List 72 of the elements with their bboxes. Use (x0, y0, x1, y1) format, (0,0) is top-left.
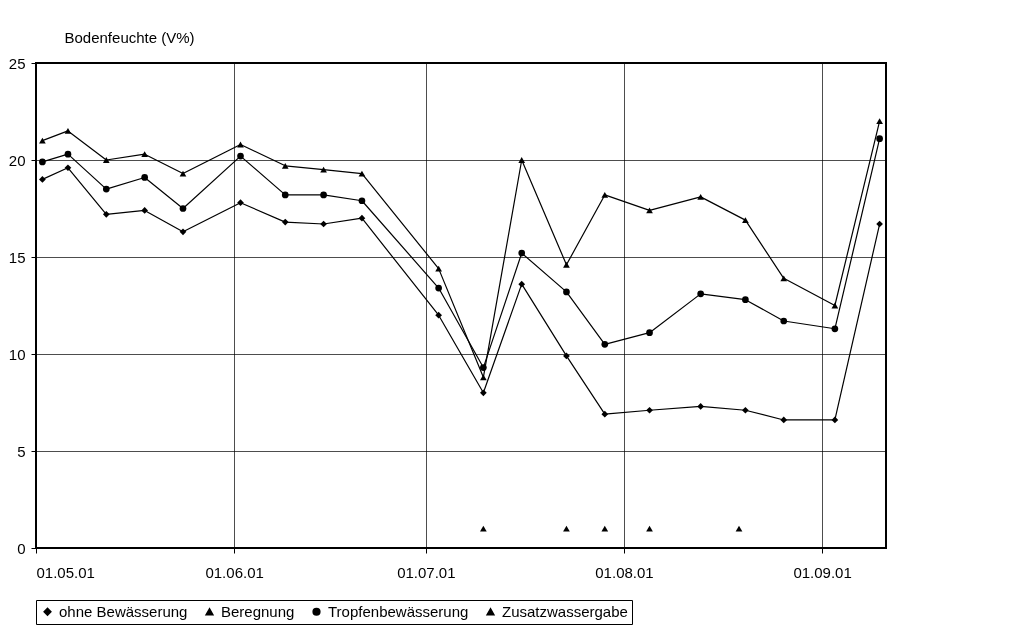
point (320, 166, 327, 173)
point (518, 280, 526, 288)
point (697, 290, 705, 298)
point (563, 525, 570, 532)
point (601, 525, 609, 532)
point (237, 199, 244, 207)
legend-label: Zusatzwassergabe (502, 602, 628, 620)
point (876, 135, 883, 143)
y-axis-title: Bodenfeuchte (V%) (64, 28, 195, 46)
point (563, 261, 570, 268)
y-tick-label: 5 (17, 442, 26, 460)
point (179, 228, 187, 236)
point (742, 406, 749, 414)
point (281, 162, 289, 169)
point (179, 205, 187, 212)
point (646, 406, 653, 414)
legend-label: ohne Bewässerung (59, 602, 188, 620)
point (435, 311, 442, 319)
y-tick-label: 20 (8, 151, 26, 169)
point (601, 192, 609, 198)
point (39, 158, 46, 166)
x-tick-label: 01.07.01 (397, 563, 456, 581)
point (281, 191, 289, 199)
point (480, 374, 487, 381)
x-tick-label: 01.08.01 (595, 563, 654, 581)
y-tick-label: 15 (8, 248, 26, 266)
point (435, 265, 442, 272)
point (141, 151, 148, 158)
point (735, 525, 743, 532)
point (102, 210, 110, 218)
point (742, 296, 749, 304)
point (237, 152, 244, 160)
point (281, 218, 289, 226)
point (320, 191, 327, 199)
point (480, 389, 487, 397)
point (102, 157, 110, 163)
x-tick-label: 01.06.01 (205, 563, 264, 581)
point (518, 249, 526, 257)
point (39, 176, 46, 183)
y-tick-label: 25 (8, 54, 26, 72)
point (601, 340, 609, 348)
point (831, 325, 839, 333)
point (601, 410, 609, 418)
point (102, 185, 110, 193)
point (141, 174, 148, 181)
point (646, 525, 653, 532)
point (563, 288, 570, 296)
point (780, 416, 788, 424)
y-tick-label: 10 (8, 345, 26, 363)
legend-label: Tropfenbewässerung (328, 602, 469, 620)
point (876, 118, 883, 125)
point (780, 317, 788, 325)
point (646, 329, 653, 337)
legend-label: Beregnung (221, 602, 295, 620)
point (64, 128, 72, 134)
point (831, 416, 839, 424)
point (64, 150, 72, 158)
point (39, 137, 46, 144)
y-tick-label: 0 (17, 539, 26, 557)
point (64, 164, 72, 172)
point (358, 197, 366, 205)
point (480, 525, 487, 532)
x-tick-label: 01.05.01 (36, 563, 95, 581)
x-tick-label: 01.09.01 (793, 563, 852, 581)
point (697, 193, 705, 200)
point (518, 157, 526, 163)
point (358, 214, 366, 222)
point (742, 217, 749, 224)
point (435, 284, 442, 292)
point (141, 207, 148, 214)
point (480, 364, 487, 371)
point (697, 403, 705, 410)
